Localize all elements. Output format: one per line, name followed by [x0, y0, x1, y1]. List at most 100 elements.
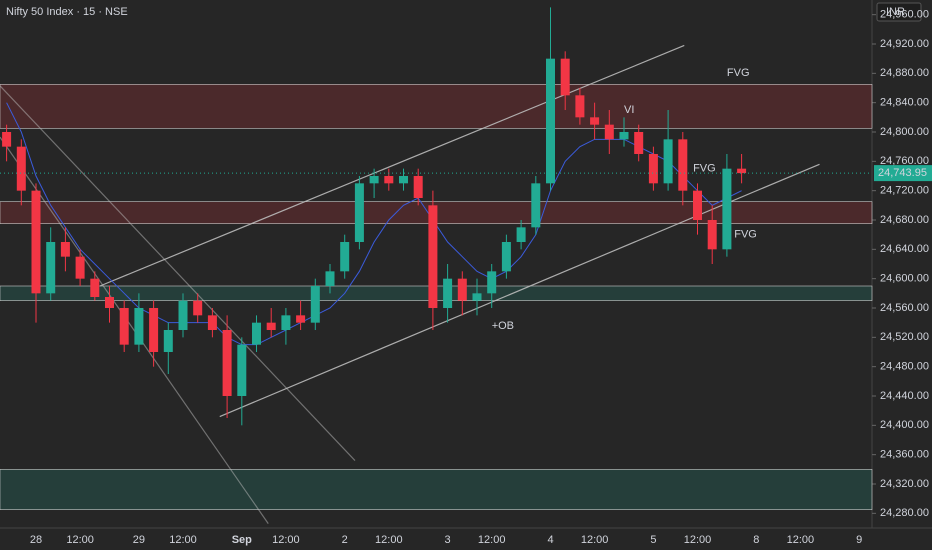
x-tick-label: 12:00: [66, 534, 94, 546]
candle-body: [472, 293, 482, 301]
candle-body: [663, 139, 673, 184]
candle-body: [340, 242, 350, 272]
x-tick-label: 12:00: [581, 534, 609, 546]
x-tick-label: 12:00: [272, 534, 300, 546]
y-tick-label: 24,320.00: [880, 478, 929, 490]
candle-body: [707, 220, 717, 250]
candle-body: [31, 190, 41, 294]
x-tick-label: 29: [133, 534, 145, 546]
candle-body: [619, 132, 629, 140]
y-tick-label: 24,640.00: [880, 243, 929, 255]
last-price-box: [874, 165, 932, 182]
y-tick-label: 24,600.00: [880, 273, 929, 285]
trend-line: [99, 44, 685, 287]
y-tick-label: 24,560.00: [880, 302, 929, 314]
candle-body: [531, 183, 541, 228]
y-tick-label: 24,840.00: [880, 97, 929, 109]
candle-body: [737, 168, 747, 174]
candle-body: [178, 300, 188, 330]
annotation: FVG: [734, 229, 757, 241]
candle-body: [75, 256, 85, 279]
candle-body: [487, 271, 497, 294]
candle-body: [693, 190, 702, 220]
candle-body: [310, 286, 320, 323]
trend-line: [0, 136, 269, 524]
candle-body: [575, 95, 585, 118]
candle-body: [590, 117, 600, 125]
x-tick-label: 12:00: [787, 534, 815, 546]
annotation: FVG: [693, 163, 716, 175]
x-tick-label: 12:00: [375, 534, 403, 546]
x-tick-label: 5: [650, 534, 656, 546]
candle-body: [16, 146, 26, 191]
x-tick-label: 12:00: [478, 534, 506, 546]
currency-box: [876, 2, 922, 22]
annotation: VI: [624, 104, 634, 116]
moving-average: [6, 102, 742, 346]
candle-body: [266, 322, 276, 330]
candle-body: [105, 297, 114, 308]
x-tick-label: 8: [753, 534, 759, 546]
x-tick-label: 12:00: [169, 534, 197, 546]
y-tick-label: 24,720.00: [880, 185, 929, 197]
y-tick-label: 24,400.00: [880, 419, 929, 431]
trend-line: [0, 85, 356, 461]
candle-body: [604, 124, 614, 140]
y-tick-label: 24,360.00: [880, 449, 929, 461]
candle-body: [384, 176, 394, 184]
candle-body: [648, 154, 658, 184]
candle-body: [399, 176, 408, 184]
currency: INR: [886, 6, 905, 18]
candle-body: [2, 132, 12, 147]
y-tick-label: 24,680.00: [880, 214, 929, 226]
candle-body: [457, 278, 467, 301]
candle-body: [634, 132, 644, 154]
candle-body: [369, 176, 379, 184]
candle-body: [222, 330, 232, 396]
candle-body: [281, 315, 291, 330]
chart-title: Nifty 50 Index · 15 · NSE: [6, 6, 128, 18]
candle-body: [428, 205, 438, 308]
y-tick-label: 24,800.00: [880, 126, 929, 138]
y-tick-label: 24,960.00: [880, 9, 929, 21]
candle-body: [678, 139, 688, 191]
candle-body: [722, 168, 732, 250]
annotation: FVG: [727, 67, 750, 79]
candle-body: [193, 300, 203, 316]
candle-body: [90, 278, 100, 297]
candle-body: [119, 308, 129, 345]
candle-body: [252, 322, 261, 345]
y-tick-label: 24,920.00: [880, 38, 929, 50]
zone: [0, 84, 873, 129]
x-tick-label: 3: [445, 534, 451, 546]
x-tick-label: 9: [856, 534, 862, 546]
candle-body: [501, 242, 511, 272]
candle-body: [46, 242, 56, 294]
candle-body: [413, 176, 423, 198]
y-tick-label: 24,440.00: [880, 390, 929, 402]
candle-body: [546, 58, 555, 184]
candle-body: [237, 344, 247, 396]
y-tick-label: 24,520.00: [880, 331, 929, 343]
candle-body: [149, 308, 159, 352]
y-tick-label: 24,480.00: [880, 361, 929, 373]
candle-body: [516, 227, 526, 242]
y-tick-label: 24,880.00: [880, 67, 929, 79]
candle-body: [560, 58, 570, 96]
trend-line: [219, 163, 820, 418]
x-tick-label: 28: [30, 534, 42, 546]
x-tick-label: Sep: [232, 534, 252, 546]
candle-body: [296, 315, 306, 323]
x-tick-label: 2: [342, 534, 348, 546]
candle-body: [443, 278, 453, 308]
annotation: +OB: [492, 320, 514, 332]
candle-body: [163, 330, 173, 352]
y-tick-label: 24,280.00: [880, 507, 929, 519]
candle-body: [60, 242, 70, 257]
x-tick-label: 12:00: [684, 534, 712, 546]
candle-body: [134, 308, 144, 345]
candle-body: [207, 315, 217, 330]
candle-body: [325, 271, 335, 286]
